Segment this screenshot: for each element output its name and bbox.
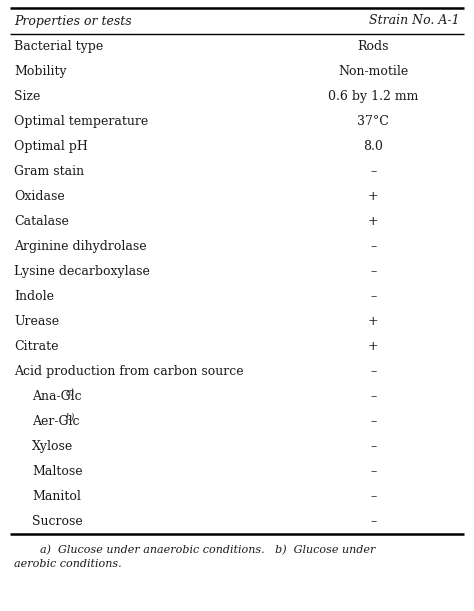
Text: Aer-Glc: Aer-Glc: [32, 415, 80, 428]
Text: Oxidase: Oxidase: [14, 190, 65, 203]
Text: aerobic conditions.: aerobic conditions.: [14, 559, 122, 569]
Text: –: –: [370, 165, 376, 178]
Text: –: –: [370, 240, 376, 253]
Text: Catalase: Catalase: [14, 215, 69, 228]
Text: 8.0: 8.0: [363, 140, 383, 153]
Text: Xylose: Xylose: [32, 440, 73, 453]
Text: a)  Glucose under anaerobic conditions.   b)  Glucose under: a) Glucose under anaerobic conditions. b…: [40, 545, 375, 555]
Text: Size: Size: [14, 90, 40, 103]
Text: Sucrose: Sucrose: [32, 515, 83, 528]
Text: Optimal temperature: Optimal temperature: [14, 115, 148, 128]
Text: Indole: Indole: [14, 290, 54, 303]
Text: +: +: [368, 190, 379, 203]
Text: Non-motile: Non-motile: [338, 65, 408, 78]
Text: Mobility: Mobility: [14, 65, 67, 78]
Text: –: –: [370, 465, 376, 478]
Text: +: +: [368, 340, 379, 353]
Text: +: +: [368, 315, 379, 328]
Text: Bacterial type: Bacterial type: [14, 40, 103, 53]
Text: –: –: [370, 415, 376, 428]
Text: –: –: [370, 515, 376, 528]
Text: Maltose: Maltose: [32, 465, 82, 478]
Text: –: –: [370, 290, 376, 303]
Text: Strain No. A-1: Strain No. A-1: [369, 15, 460, 27]
Text: Lysine decarboxylase: Lysine decarboxylase: [14, 265, 150, 278]
Text: a): a): [66, 388, 74, 397]
Text: b): b): [66, 413, 75, 422]
Text: 0.6 by 1.2 mm: 0.6 by 1.2 mm: [328, 90, 419, 103]
Text: Manitol: Manitol: [32, 490, 81, 503]
Text: Arginine dihydrolase: Arginine dihydrolase: [14, 240, 146, 253]
Text: –: –: [370, 440, 376, 453]
Text: Urease: Urease: [14, 315, 59, 328]
Text: Ana-Glc: Ana-Glc: [32, 390, 82, 403]
Text: +: +: [368, 215, 379, 228]
Text: Rods: Rods: [357, 40, 389, 53]
Text: Properties or tests: Properties or tests: [14, 15, 132, 27]
Text: Optimal pH: Optimal pH: [14, 140, 88, 153]
Text: Citrate: Citrate: [14, 340, 58, 353]
Text: –: –: [370, 390, 376, 403]
Text: –: –: [370, 490, 376, 503]
Text: 37°C: 37°C: [357, 115, 389, 128]
Text: Acid production from carbon source: Acid production from carbon source: [14, 365, 244, 378]
Text: Gram stain: Gram stain: [14, 165, 84, 178]
Text: –: –: [370, 265, 376, 278]
Text: –: –: [370, 365, 376, 378]
